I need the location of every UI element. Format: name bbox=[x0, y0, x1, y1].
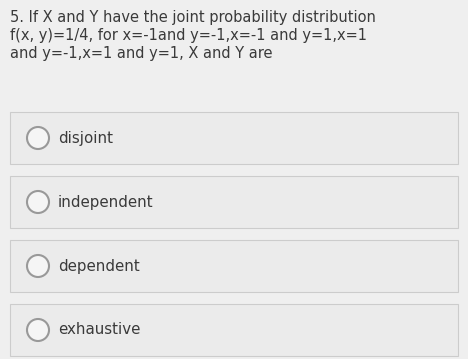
FancyBboxPatch shape bbox=[10, 176, 458, 228]
Text: and y=-1,x=1 and y=1, X and Y are: and y=-1,x=1 and y=1, X and Y are bbox=[10, 46, 272, 61]
Text: f(x, y)=1/4, for x=-1and y=-1,x=-1 and y=1,x=1: f(x, y)=1/4, for x=-1and y=-1,x=-1 and y… bbox=[10, 28, 367, 43]
Text: 5. If X and Y have the joint probability distribution: 5. If X and Y have the joint probability… bbox=[10, 10, 376, 25]
Text: disjoint: disjoint bbox=[58, 131, 113, 145]
Circle shape bbox=[27, 319, 49, 341]
Circle shape bbox=[27, 191, 49, 213]
Text: exhaustive: exhaustive bbox=[58, 322, 140, 337]
FancyBboxPatch shape bbox=[10, 112, 458, 164]
Circle shape bbox=[27, 255, 49, 277]
Text: independent: independent bbox=[58, 195, 154, 210]
Circle shape bbox=[27, 127, 49, 149]
FancyBboxPatch shape bbox=[10, 240, 458, 292]
Text: dependent: dependent bbox=[58, 258, 140, 274]
FancyBboxPatch shape bbox=[10, 304, 458, 356]
